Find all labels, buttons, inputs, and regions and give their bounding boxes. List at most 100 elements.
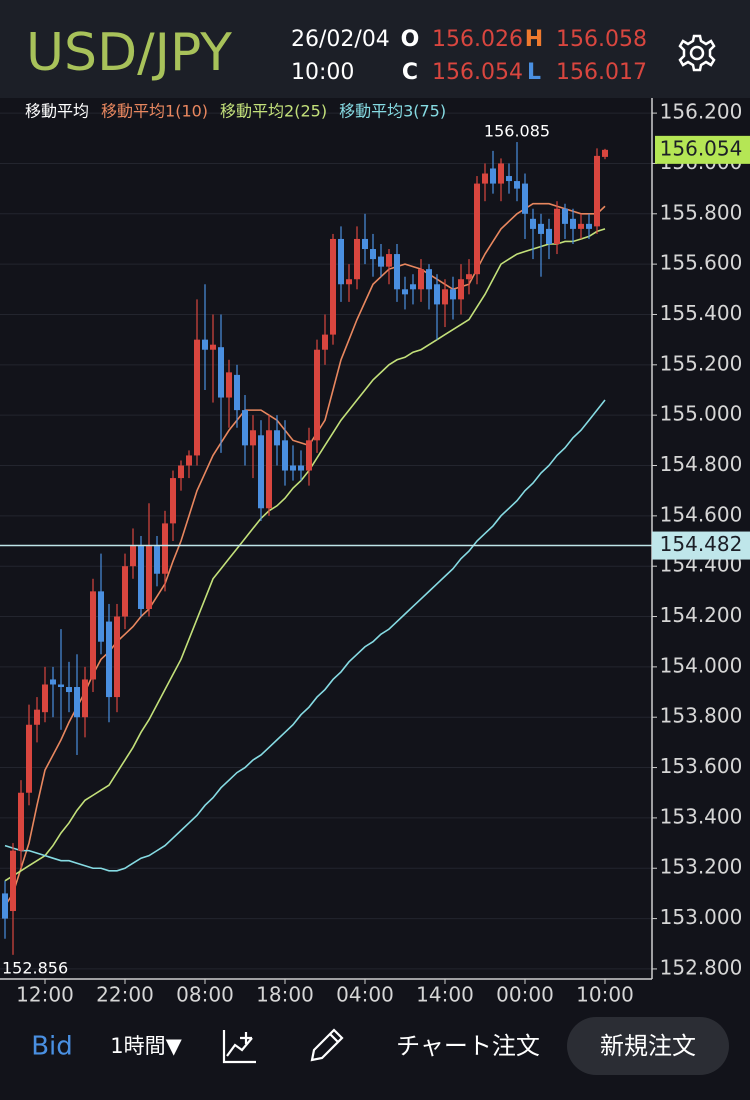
candle-body <box>26 724 32 793</box>
icon-line <box>226 1032 253 1057</box>
candle-body <box>242 410 248 446</box>
candle-body <box>530 218 536 229</box>
candle-body <box>362 238 368 250</box>
candle-body <box>130 546 136 567</box>
ohlc-letter: C <box>402 60 418 85</box>
ohlc-value: 156.058 <box>556 27 647 52</box>
moving-average-line <box>4 399 606 872</box>
header-bar <box>0 0 750 98</box>
candle-body <box>234 374 240 411</box>
candle-body <box>162 523 168 574</box>
candle-body <box>546 228 552 244</box>
x-tick-label: 08:00 <box>176 983 234 1007</box>
candle-body <box>522 183 528 214</box>
legend-entry: 移動平均3(75) <box>339 102 446 121</box>
chart-order[interactable]: チャート注文 <box>396 1032 540 1060</box>
candle-body <box>394 254 400 290</box>
candle-body <box>562 208 568 224</box>
candle-body <box>418 269 424 290</box>
indicator-icon[interactable] <box>222 1030 256 1064</box>
candle-body <box>386 254 392 267</box>
ohlc-letter: O <box>401 27 420 52</box>
y-tick-label: 155.600 <box>660 251 743 275</box>
x-tick-label: 00:00 <box>496 983 554 1007</box>
gear-center <box>689 45 705 61</box>
candle-body <box>458 279 464 300</box>
time: 10:00 <box>291 60 354 85</box>
candle-body <box>602 149 608 157</box>
candle-body <box>250 430 256 446</box>
y-tick-label: 153.400 <box>660 804 743 828</box>
ohlc-value: 156.017 <box>556 60 647 85</box>
y-tick-label: 156.200 <box>660 100 743 124</box>
interval[interactable]: 1時間▼ <box>110 1034 182 1058</box>
candle-body <box>410 284 416 290</box>
candle-body <box>226 372 232 398</box>
candle-body <box>42 684 48 713</box>
legend-title: 移動平均 <box>25 102 89 121</box>
new-order-label[interactable]: 新規注文 <box>600 1032 696 1060</box>
candle-body <box>50 679 56 685</box>
candle-body <box>338 238 344 285</box>
candle-body <box>266 430 272 509</box>
ohlc-letter: L <box>527 60 541 85</box>
candle-body <box>2 893 8 919</box>
x-tick-label: 04:00 <box>336 983 394 1007</box>
settings-icon[interactable] <box>678 34 716 72</box>
x-tick-label: 14:00 <box>416 983 474 1007</box>
ohlc-letter: H <box>525 27 543 52</box>
x-tick-label: 18:00 <box>256 983 314 1007</box>
new-order-button[interactable] <box>567 1017 729 1075</box>
candle-body <box>138 546 144 609</box>
y-tick-label: 154.600 <box>660 502 743 526</box>
candle-body <box>202 339 208 350</box>
candle-body <box>170 478 176 524</box>
candle-body <box>554 208 560 244</box>
candle-body <box>498 163 504 184</box>
candle-body <box>18 792 24 851</box>
candle-body <box>10 850 16 912</box>
candle-body <box>146 546 152 609</box>
candle-body <box>74 687 80 718</box>
candle-body <box>66 687 72 693</box>
candle-body <box>98 591 104 642</box>
y-tick-label: 155.200 <box>660 351 743 375</box>
candle-body <box>402 289 408 295</box>
candle-body <box>434 284 440 305</box>
candle-body <box>370 249 376 260</box>
legend-entry: 移動平均1(10) <box>101 102 208 121</box>
candle-body <box>290 465 296 471</box>
ohlc-value: 156.054 <box>432 60 523 85</box>
price-line-label: 154.482 <box>660 532 743 556</box>
y-tick-label: 152.800 <box>660 955 743 979</box>
candle-body <box>506 176 512 182</box>
date: 26/02/04 <box>291 27 390 52</box>
moving-average-line <box>4 202 606 907</box>
ohlc-value: 156.026 <box>432 27 523 52</box>
x-tick-label: 22:00 <box>96 983 154 1007</box>
candle-body <box>298 465 304 471</box>
y-tick-label: 153.600 <box>660 754 743 778</box>
icon-axes <box>222 1030 256 1064</box>
y-tick-label: 154.800 <box>660 452 743 476</box>
candle-body <box>322 334 328 350</box>
price-line-box <box>652 531 750 560</box>
candle-body <box>482 173 488 184</box>
candle-body <box>58 684 64 688</box>
candle-body <box>282 440 288 471</box>
x-tick-label: 10:00 <box>576 983 634 1007</box>
draw-icon[interactable] <box>310 1028 344 1062</box>
candle-body <box>178 465 184 479</box>
candle-body <box>186 455 192 466</box>
y-tick-label: 155.000 <box>660 402 743 426</box>
candle-body <box>426 269 432 290</box>
symbol: USD/JPY <box>26 23 232 83</box>
y-tick-label: 155.800 <box>660 200 743 224</box>
y-tick-label: 153.000 <box>660 905 743 929</box>
candle-body <box>106 621 112 698</box>
price-type[interactable]: Bid <box>31 1032 73 1062</box>
candle-body <box>346 279 352 285</box>
candle-body <box>258 435 264 509</box>
candle-body <box>210 344 216 350</box>
moving-average-line <box>4 228 606 882</box>
